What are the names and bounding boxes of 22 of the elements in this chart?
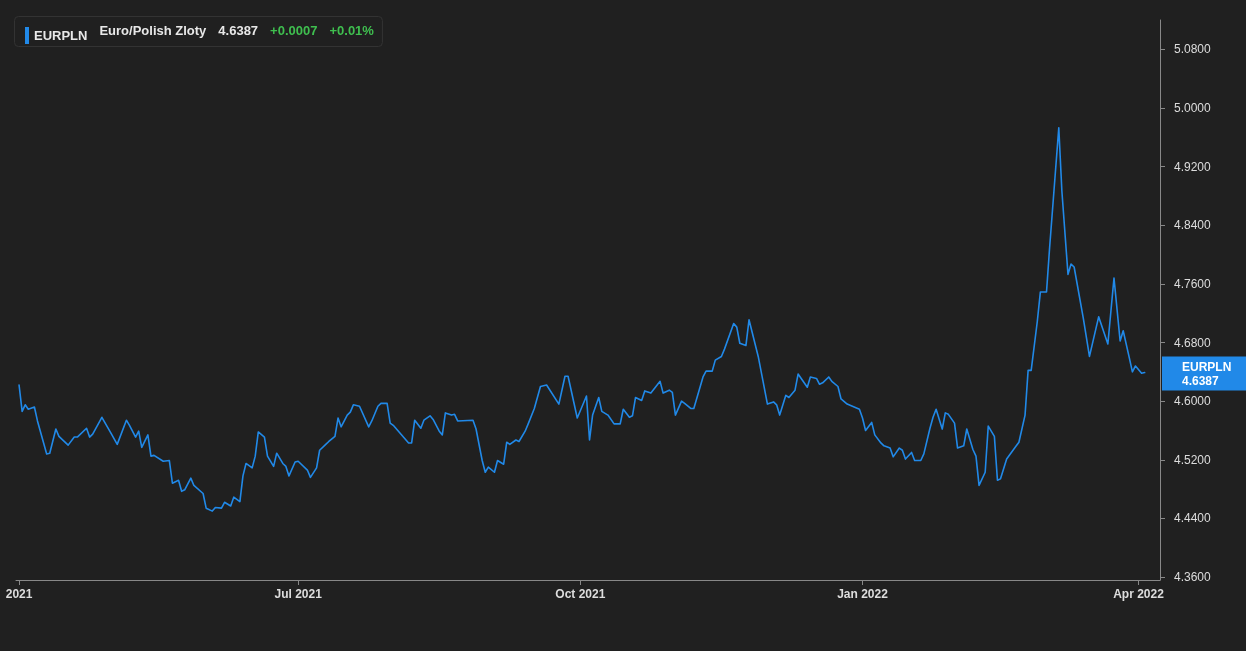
y-tick-label: 4.5200: [1174, 452, 1212, 467]
x-tick-label: Oct 2021: [555, 587, 606, 601]
legend-label: EURPLN: [34, 28, 88, 43]
annotation: Euro/Polish Zloty: [99, 23, 208, 38]
annotation: +0.0007: [270, 23, 318, 38]
y-tick-label: 4.4400: [1174, 511, 1212, 526]
x-tick-label: 2021: [5, 587, 33, 601]
y-tick-label: 4.6800: [1174, 335, 1212, 350]
text: EURPLN 4.6387: [1182, 359, 1232, 388]
y-tick-label: 4.9200: [1174, 159, 1212, 174]
y-tick-label: 5.0000: [1174, 100, 1212, 115]
annotation: +0.01%: [329, 23, 375, 38]
y-tick-label: 5.0800: [1174, 42, 1212, 57]
x-tick-label: Jul 2021: [274, 587, 323, 601]
y-tick-label: 4.7600: [1174, 276, 1212, 291]
x-tick-label: Apr 2022: [1113, 587, 1165, 601]
x-tick-label: Jan 2022: [837, 587, 889, 601]
annotation: 4.6387: [218, 23, 259, 38]
y-tick-label: 4.6000: [1174, 394, 1212, 409]
y-tick-label: 4.3600: [1174, 570, 1212, 585]
line-series: [18, 126, 1146, 512]
y-tick-label: 4.8400: [1174, 218, 1212, 233]
